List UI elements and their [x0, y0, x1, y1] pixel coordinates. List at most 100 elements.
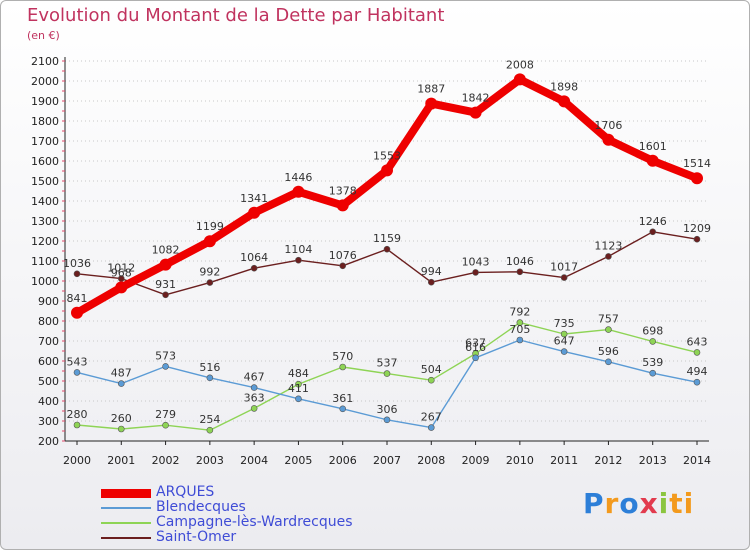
x-tick-label: 2014 — [683, 454, 711, 467]
data-point — [649, 228, 657, 236]
data-point — [383, 370, 391, 377]
y-tick-label: 400 — [38, 395, 59, 408]
data-point — [693, 235, 701, 243]
y-tick-label: 1800 — [31, 115, 59, 128]
data-label: 757 — [598, 313, 619, 326]
y-tick-label: 1100 — [31, 255, 59, 268]
legend-label-blendecques: Blendecques — [156, 499, 246, 515]
data-label: 698 — [642, 324, 663, 337]
y-tick-label: 300 — [38, 415, 59, 428]
legend-swatch-campagne — [101, 522, 151, 524]
legend-label-saint-omer: Saint-Omer — [156, 529, 237, 545]
data-point — [117, 380, 125, 387]
data-point — [339, 363, 347, 371]
data-label: 254 — [199, 413, 220, 426]
data-label: 596 — [598, 345, 619, 358]
data-label: 1898 — [550, 80, 578, 93]
data-label: 992 — [199, 266, 220, 279]
data-point — [250, 384, 258, 391]
y-tick-label: 200 — [38, 435, 59, 448]
data-label: 487 — [111, 367, 132, 380]
data-point — [339, 405, 347, 413]
data-label: 537 — [377, 357, 398, 370]
data-label: 1446 — [284, 171, 312, 184]
data-point — [250, 405, 258, 412]
data-label: 494 — [687, 365, 708, 378]
x-tick-label: 2013 — [639, 454, 667, 467]
x-tick-label: 2012 — [594, 454, 622, 467]
data-point — [605, 358, 612, 366]
x-tick-label: 2002 — [152, 454, 180, 467]
data-label: 280 — [67, 408, 88, 421]
data-label: 1076 — [329, 249, 357, 262]
data-point — [206, 279, 214, 286]
logo-letter: i — [658, 487, 670, 520]
x-tick-label: 2004 — [240, 454, 268, 467]
data-label: 1514 — [683, 157, 711, 170]
data-label: 516 — [199, 361, 220, 374]
data-point — [560, 274, 568, 281]
y-tick-label: 1600 — [31, 155, 59, 168]
data-label: 1064 — [240, 251, 268, 264]
data-label: 467 — [244, 371, 265, 384]
data-point — [206, 374, 214, 382]
data-point — [649, 338, 657, 345]
legend-label-arques: ARQUES — [156, 484, 215, 500]
data-label: 260 — [111, 412, 132, 425]
data-point — [602, 133, 615, 146]
data-point — [203, 235, 216, 248]
data-point — [248, 206, 261, 219]
data-label: 1706 — [594, 119, 622, 132]
y-tick-label: 500 — [38, 375, 59, 388]
data-label: 361 — [332, 392, 353, 405]
x-tick-label: 2009 — [462, 454, 490, 467]
data-point — [159, 258, 172, 271]
data-label: 705 — [509, 323, 530, 336]
logo-letter: ti — [669, 487, 695, 520]
data-label: 267 — [421, 411, 442, 424]
x-tick-label: 2006 — [329, 454, 357, 467]
data-point — [649, 369, 657, 377]
legend-swatch-blendecques — [101, 507, 151, 509]
data-point — [516, 319, 524, 326]
data-label: 1842 — [462, 92, 490, 105]
data-label: 1246 — [639, 215, 667, 228]
logo-letter: x — [639, 487, 659, 520]
data-label: 1887 — [417, 83, 445, 96]
data-label: 1341 — [240, 192, 268, 205]
data-label: 543 — [67, 355, 88, 368]
data-label: 841 — [67, 292, 88, 305]
data-label: 1601 — [639, 140, 667, 153]
data-point — [513, 73, 526, 86]
data-label: 1082 — [152, 244, 180, 257]
proxiti-logo: Proxiti — [583, 487, 694, 520]
data-point — [693, 349, 701, 356]
data-label: 1043 — [462, 255, 490, 268]
y-tick-label: 1000 — [31, 275, 59, 288]
y-tick-label: 1900 — [31, 95, 59, 108]
data-label: 279 — [155, 408, 176, 421]
data-point — [162, 421, 169, 429]
data-point — [646, 154, 659, 167]
data-point — [427, 376, 435, 384]
data-point — [295, 256, 302, 264]
data-point — [472, 269, 479, 276]
x-tick-label: 2000 — [63, 454, 91, 467]
data-label: 1104 — [284, 243, 312, 256]
data-point — [516, 268, 524, 276]
data-point — [71, 306, 83, 319]
data-point — [691, 172, 703, 185]
data-point — [381, 164, 393, 177]
data-label: 1553 — [373, 149, 401, 162]
data-point — [427, 424, 435, 431]
data-label: 363 — [244, 391, 265, 404]
legend-swatch-arques — [101, 489, 151, 498]
data-label: 1199 — [196, 220, 224, 233]
data-point — [206, 426, 214, 434]
data-label: 931 — [155, 278, 176, 291]
data-label: 1378 — [329, 184, 357, 197]
data-point — [472, 354, 479, 362]
chart-subtitle: (en €) — [27, 29, 60, 42]
data-point — [605, 253, 612, 260]
data-point — [560, 330, 568, 338]
